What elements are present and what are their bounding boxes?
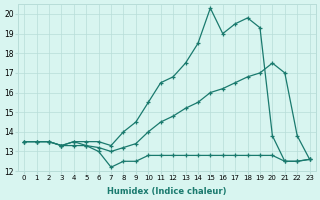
X-axis label: Humidex (Indice chaleur): Humidex (Indice chaleur) xyxy=(107,187,227,196)
